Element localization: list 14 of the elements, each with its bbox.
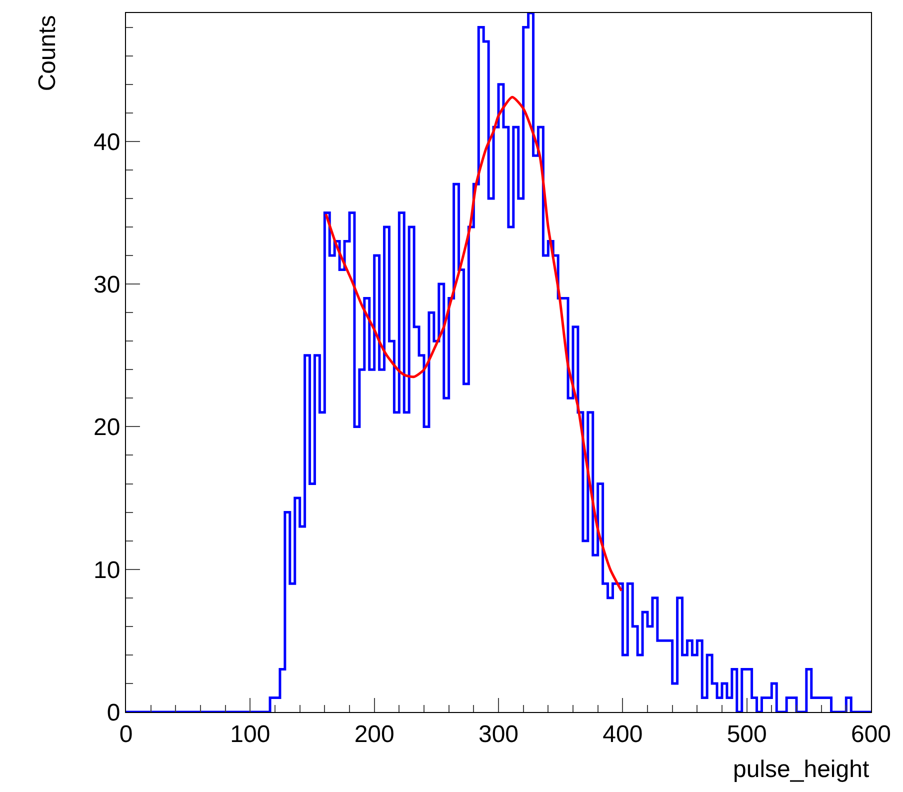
y-axis-title: Counts: [34, 15, 62, 92]
x-axis-title: pulse_height: [733, 756, 870, 783]
line-series: [324, 96, 623, 592]
y-tick-label: 0: [106, 699, 120, 726]
y-tick-label: 10: [93, 556, 120, 584]
x-tick-label: 500: [726, 720, 767, 748]
y-tick-label: 30: [93, 271, 120, 298]
x-tick-label: 100: [230, 720, 270, 748]
y-tick-label: 20: [93, 414, 120, 442]
x-tick-label: 200: [354, 720, 394, 748]
x-tick-label: 600: [850, 720, 892, 748]
x-tick-label: 300: [478, 720, 519, 748]
y-tick-label: 40: [93, 128, 120, 156]
x-tick-label: 400: [602, 720, 643, 748]
